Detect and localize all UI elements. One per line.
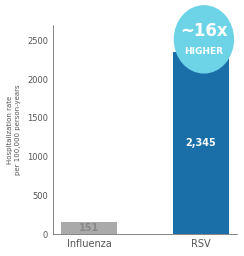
Y-axis label: Hospitalization rate
per 100,000 person-years: Hospitalization rate per 100,000 person-…: [7, 84, 21, 175]
Text: 151: 151: [79, 223, 99, 233]
Text: 2,345: 2,345: [185, 138, 216, 148]
Circle shape: [174, 6, 233, 73]
Text: HIGHER: HIGHER: [184, 47, 224, 56]
Bar: [61, 222, 117, 234]
Bar: [173, 52, 229, 234]
Text: ~16x: ~16x: [180, 22, 228, 40]
